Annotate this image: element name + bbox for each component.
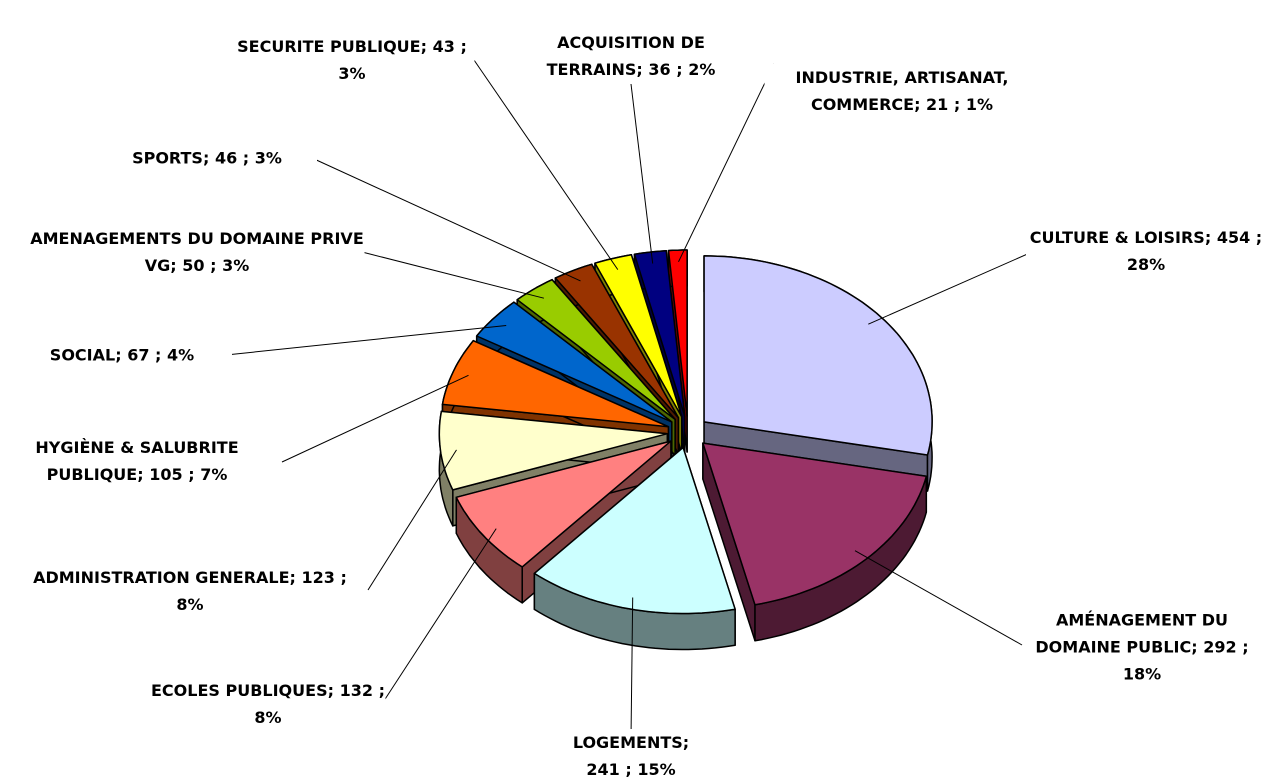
label-percent: 8% — [254, 708, 282, 727]
leader-line — [281, 374, 469, 463]
label-value: 43 — [432, 37, 455, 56]
leader-line — [361, 251, 545, 299]
label-category: LOGEMENTS — [572, 733, 683, 752]
label-percent: 7% — [200, 465, 228, 484]
slice — [702, 442, 928, 606]
label-percent: 15% — [637, 760, 676, 779]
slice — [533, 446, 736, 615]
label-percent: 4% — [167, 345, 195, 365]
data-label: ECOLES PUBLIQUES; 132 ; 8% — [150, 677, 386, 731]
label-separator: ; — [210, 256, 217, 275]
label-separator: ; — [202, 148, 210, 168]
label-separator: ; — [137, 465, 144, 484]
label-percent: 3% — [254, 148, 282, 168]
label-separator: ; — [460, 37, 467, 56]
label-separator: ; — [115, 345, 122, 365]
slice — [475, 301, 673, 423]
label-percent: 28% — [1126, 255, 1166, 274]
label-separator: ; — [340, 568, 347, 587]
leader-line — [367, 449, 457, 591]
label-separator: ; — [636, 60, 643, 79]
label-separator: ; — [1256, 228, 1261, 247]
label-percent: 3% — [222, 256, 250, 275]
label-category: CULTURE & LOISIRS — [1029, 228, 1205, 247]
label-percent: 1% — [965, 95, 994, 114]
label-separator: ; — [378, 681, 385, 700]
label-value: 454 — [1216, 228, 1251, 247]
slice — [594, 254, 683, 418]
label-category: ACQUISITION DE TERRAINS — [546, 33, 705, 79]
label-separator: ; — [1242, 637, 1249, 657]
label-separator: ; — [327, 681, 335, 700]
label-value: 292 — [1203, 637, 1237, 657]
label-separator: ; — [625, 760, 632, 779]
data-label: SECURITE PUBLIQUE; 43 ; 3% — [229, 33, 475, 87]
leader-line — [225, 325, 507, 356]
label-category: ECOLES PUBLIQUES — [151, 681, 328, 700]
label-category: SOCIAL — [49, 345, 116, 365]
label-separator: ; — [1191, 637, 1198, 657]
label-value: 132 — [339, 681, 373, 700]
label-value: 21 — [926, 95, 949, 114]
leader-line — [678, 63, 775, 263]
leader-line — [630, 83, 654, 264]
label-separator: ; — [914, 95, 921, 114]
label-separator: ; — [1204, 228, 1212, 247]
leader-line — [473, 59, 619, 270]
label-value: 105 — [149, 465, 183, 484]
data-label: AMÉNAGEMENT DU DOMAINE PUBLIC; 292 ; 18% — [1034, 606, 1250, 688]
data-label: AMENAGEMENTS DU DOMAINE PRIVE VG; 50 ; 3… — [29, 225, 365, 279]
label-value: 50 — [182, 256, 205, 275]
label-separator: ; — [676, 60, 683, 79]
data-label: CULTURE & LOISIRS; 454 ; 28% — [1026, 224, 1261, 278]
label-separator: ; — [420, 37, 428, 56]
data-label: INDUSTRIE, ARTISANAT, COMMERCE; 21 ; 1% — [764, 64, 1040, 118]
slice — [633, 249, 686, 417]
label-category: ADMINISTRATION GENERALE — [33, 568, 290, 587]
label-category: SPORTS — [132, 148, 203, 168]
leader-line — [854, 550, 1023, 646]
label-category: INDUSTRIE, ARTISANAT, COMMERCE — [795, 68, 1009, 114]
slice — [438, 410, 669, 491]
label-separator: ; — [242, 148, 250, 168]
leader-line — [311, 157, 581, 282]
leader-line — [630, 597, 634, 739]
label-separator: ; — [953, 95, 961, 114]
label-value: 123 — [301, 568, 335, 587]
label-category: AMÉNAGEMENT DU DOMAINE PUBLIC — [1035, 610, 1229, 657]
label-value: 36 — [648, 60, 671, 79]
slice — [667, 249, 688, 417]
slice — [455, 440, 672, 568]
label-separator: ; — [289, 568, 296, 587]
label-percent: 18% — [1122, 664, 1162, 684]
data-label: ACQUISITION DE TERRAINS; 36 ; 2% — [521, 29, 741, 83]
slice — [441, 339, 670, 428]
data-label: SOCIAL; 67 ; 4% — [12, 341, 232, 369]
label-percent: 8% — [176, 595, 204, 614]
leader-line — [377, 528, 497, 711]
label-separator: ; — [170, 256, 177, 275]
data-label: SPORTS; 46 ; 3% — [97, 144, 317, 172]
data-label: HYGIÈNE & SALUBRITE PUBLIQUE; 105 ; 7% — [4, 434, 270, 488]
slice — [516, 278, 676, 421]
label-category: SECURITE PUBLIQUE — [237, 37, 421, 56]
label-value: 67 — [127, 345, 150, 365]
label-percent: 3% — [338, 64, 366, 83]
label-category: HYGIÈNE & SALUBRITE PUBLIQUE — [35, 438, 239, 484]
label-separator: ; — [188, 465, 195, 484]
leader-line — [868, 251, 1033, 325]
label-value: 46 — [214, 148, 238, 168]
label-percent: 2% — [688, 60, 716, 79]
label-separator: ; — [155, 345, 162, 365]
label-category: AMENAGEMENTS DU DOMAINE PRIVE VG — [30, 229, 364, 275]
label-separator: ; — [682, 733, 690, 752]
slice — [554, 263, 680, 419]
data-label: ADMINISTRATION GENERALE; 123 ; 8% — [27, 564, 353, 618]
data-label: LOGEMENTS; 241 ; 15% — [556, 729, 706, 783]
slice — [703, 255, 933, 456]
label-value: 241 — [586, 760, 620, 779]
